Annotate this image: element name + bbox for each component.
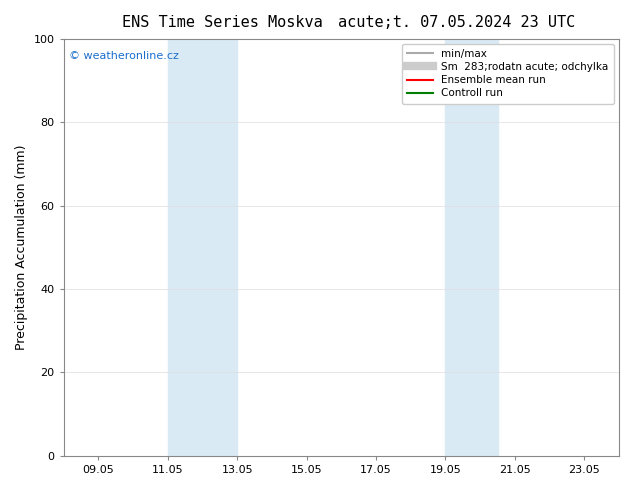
Text: ENS Time Series Moskva: ENS Time Series Moskva — [122, 15, 322, 30]
Bar — [168, 39, 237, 456]
Y-axis label: Precipitation Accumulation (mm): Precipitation Accumulation (mm) — [15, 145, 28, 350]
Legend: min/max, Sm  283;rodatn acute; odchylka, Ensemble mean run, Controll run: min/max, Sm 283;rodatn acute; odchylka, … — [402, 44, 614, 103]
Text: acute;t. 07.05.2024 23 UTC: acute;t. 07.05.2024 23 UTC — [338, 15, 575, 30]
Bar — [446, 39, 498, 456]
Text: © weatheronline.cz: © weatheronline.cz — [69, 51, 179, 61]
